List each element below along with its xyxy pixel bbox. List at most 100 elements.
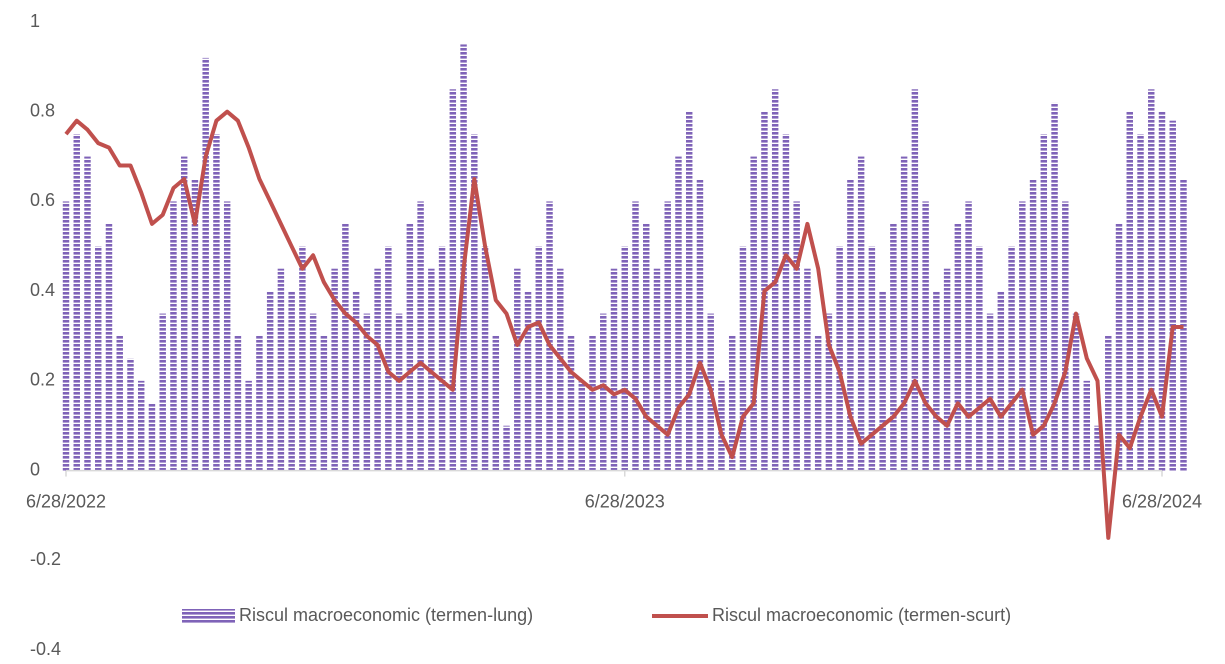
bar bbox=[1148, 89, 1155, 471]
bar bbox=[524, 291, 532, 471]
bar bbox=[1115, 223, 1123, 471]
bar bbox=[739, 246, 747, 471]
bar bbox=[997, 291, 1005, 471]
bar bbox=[191, 179, 199, 471]
bar bbox=[793, 201, 800, 471]
line bbox=[64, 109, 1184, 540]
legend-swatch bbox=[182, 609, 235, 623]
bar bbox=[514, 268, 521, 471]
bar bbox=[1137, 134, 1144, 471]
bar bbox=[976, 246, 983, 471]
bar bbox=[643, 223, 650, 471]
bar bbox=[406, 223, 414, 471]
y-tick-label: 1 bbox=[30, 11, 40, 31]
x-tick-label: 6/28/2022 bbox=[26, 491, 106, 511]
bar bbox=[546, 201, 553, 471]
bar bbox=[481, 246, 489, 471]
bar bbox=[395, 313, 403, 471]
bar bbox=[1029, 179, 1037, 471]
bar bbox=[535, 246, 543, 471]
bar bbox=[1094, 425, 1101, 471]
bar bbox=[965, 201, 972, 471]
bar bbox=[632, 201, 639, 471]
bar bbox=[922, 201, 929, 471]
bar bbox=[331, 268, 338, 471]
bar bbox=[266, 291, 274, 471]
y-tick-label: 0.4 bbox=[30, 280, 55, 300]
bar bbox=[718, 380, 725, 471]
bar bbox=[95, 246, 102, 471]
bar bbox=[1158, 111, 1166, 471]
bar bbox=[986, 313, 994, 471]
bar bbox=[675, 156, 682, 471]
bar bbox=[213, 134, 220, 471]
bar bbox=[847, 179, 854, 471]
y-tick-label: 0 bbox=[30, 459, 40, 479]
bar bbox=[1040, 134, 1048, 471]
bar bbox=[814, 336, 822, 471]
bar bbox=[621, 246, 628, 471]
bar bbox=[1126, 111, 1133, 471]
bar bbox=[728, 336, 736, 471]
y-tick-label: 0.8 bbox=[30, 100, 55, 120]
bar bbox=[116, 336, 123, 471]
bar bbox=[1062, 201, 1069, 471]
bar bbox=[750, 156, 757, 471]
bar bbox=[664, 201, 671, 471]
bar bbox=[696, 179, 704, 471]
bar bbox=[137, 380, 145, 471]
bar bbox=[610, 268, 618, 471]
bar bbox=[234, 336, 242, 471]
bar bbox=[1019, 201, 1026, 471]
bar bbox=[417, 201, 424, 471]
y-tick-label: 0.6 bbox=[30, 190, 55, 210]
bar bbox=[170, 201, 177, 471]
y-tick-label: 0.2 bbox=[30, 370, 55, 390]
bar bbox=[1180, 179, 1187, 471]
legend-label: Riscul macroeconomic (termen-lung) bbox=[239, 605, 533, 625]
bar bbox=[879, 291, 886, 471]
bar bbox=[653, 268, 661, 471]
bar bbox=[804, 268, 811, 471]
bar bbox=[933, 291, 940, 471]
bar bbox=[342, 223, 349, 471]
bar bbox=[438, 246, 446, 471]
bar bbox=[782, 134, 790, 471]
bar bbox=[836, 246, 843, 471]
bar bbox=[1169, 120, 1176, 471]
bar bbox=[223, 201, 231, 471]
bar bbox=[911, 89, 919, 471]
bar bbox=[277, 268, 285, 471]
bar bbox=[1051, 102, 1058, 471]
bar bbox=[492, 336, 500, 471]
bar bbox=[685, 111, 693, 471]
legend-label: Riscul macroeconomic (termen-scurt) bbox=[712, 605, 1011, 625]
bar bbox=[105, 223, 113, 471]
bar bbox=[288, 291, 295, 471]
bar bbox=[309, 313, 317, 471]
bar bbox=[503, 425, 510, 471]
bar bbox=[1083, 380, 1091, 471]
bar bbox=[245, 380, 252, 471]
bar bbox=[385, 246, 392, 471]
bar bbox=[954, 223, 962, 471]
bar bbox=[363, 313, 371, 471]
x-tick-label: 6/28/2023 bbox=[585, 491, 665, 511]
bar bbox=[825, 313, 833, 471]
bar bbox=[578, 380, 585, 471]
bar bbox=[449, 89, 457, 471]
bar bbox=[1072, 313, 1080, 471]
bar bbox=[202, 57, 209, 471]
bar bbox=[868, 246, 876, 471]
bar bbox=[857, 156, 865, 471]
bar bbox=[127, 358, 134, 471]
bar bbox=[62, 201, 70, 471]
bar bbox=[84, 156, 91, 471]
bar bbox=[557, 268, 564, 471]
bar bbox=[900, 156, 908, 471]
bar bbox=[320, 336, 328, 471]
bar bbox=[589, 336, 596, 471]
bar bbox=[471, 134, 478, 471]
bar bbox=[352, 291, 360, 471]
